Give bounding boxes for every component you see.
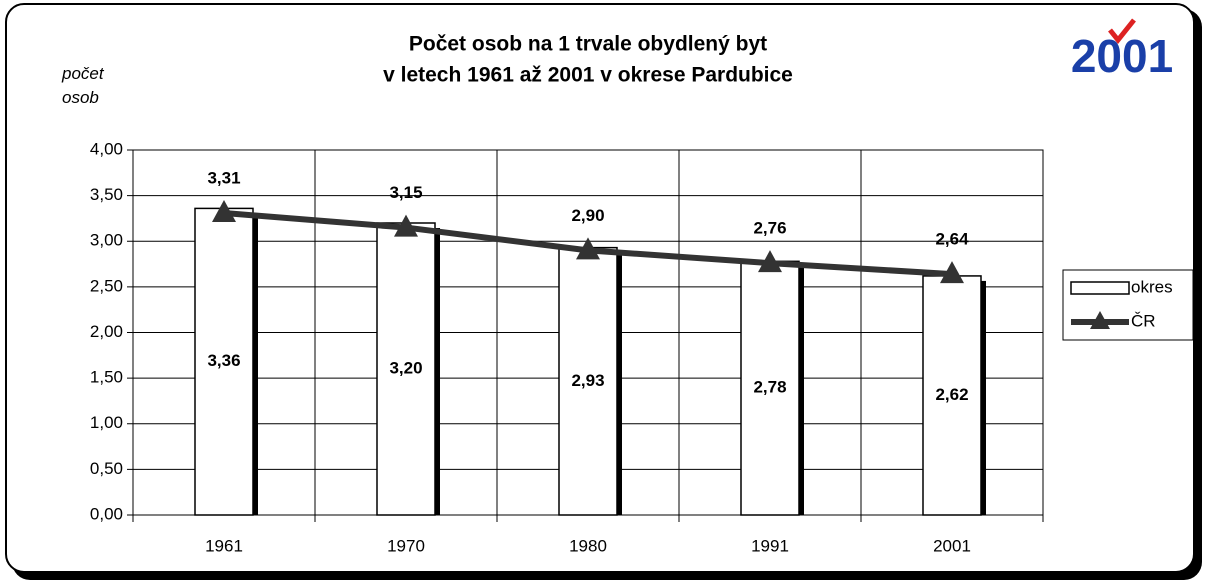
y-tick-label: 0,50 <box>90 459 123 478</box>
data-label: 3,36 <box>207 351 240 370</box>
bar-shadow <box>616 252 622 515</box>
y-tick-label: 2,00 <box>90 322 123 341</box>
chart-title: Počet osob na 1 trvale obydlený byt <box>409 33 767 56</box>
x-tick-label: 1991 <box>751 536 789 555</box>
logo-check <box>1108 18 1136 45</box>
bar-shadow <box>434 228 440 515</box>
data-label: 2,90 <box>571 206 604 225</box>
y-tick-label: 3,50 <box>90 185 123 204</box>
data-label: 2,76 <box>753 219 786 238</box>
y-tick-label: 1,00 <box>90 413 123 432</box>
marker <box>394 214 418 237</box>
y-tick-label: 2,50 <box>90 276 123 295</box>
y-tick-label: 4,00 <box>90 139 123 158</box>
legend-label: ČR <box>1131 311 1156 330</box>
legend-swatch <box>1090 311 1110 329</box>
data-label: 2,78 <box>753 378 786 397</box>
data-label: 3,15 <box>389 183 422 202</box>
x-tick-label: 1970 <box>387 536 425 555</box>
data-label: 2,62 <box>935 385 968 404</box>
legend-swatch <box>1070 281 1130 295</box>
y-axis-label: počet osob <box>62 64 104 107</box>
data-label: 3,20 <box>389 358 422 377</box>
x-tick-label: 1961 <box>205 536 243 555</box>
y-tick-label: 1,50 <box>90 368 123 387</box>
marker <box>576 237 600 260</box>
bar-shadow <box>980 280 986 515</box>
marker <box>212 199 236 222</box>
data-label: 3,31 <box>207 168 240 187</box>
y-tick-label: 3,00 <box>90 231 123 250</box>
bar-shadow <box>798 266 804 515</box>
x-tick-label: 2001 <box>933 536 971 555</box>
bar-shadow <box>252 213 258 515</box>
data-label: 2,64 <box>935 230 969 249</box>
bar <box>194 207 254 516</box>
marker <box>940 261 964 284</box>
data-label: 2,93 <box>571 371 604 390</box>
x-tick-label: 1980 <box>569 536 607 555</box>
y-tick-label: 0,00 <box>90 504 123 523</box>
bar <box>740 260 800 516</box>
bar <box>376 222 436 516</box>
marker <box>758 250 782 273</box>
bar <box>922 275 982 516</box>
bar <box>558 246 618 516</box>
legend <box>1062 269 1194 341</box>
legend-label: okres <box>1131 277 1173 296</box>
chart-title: v letech 1961 až 2001 v okrese Pardubice <box>383 64 793 87</box>
